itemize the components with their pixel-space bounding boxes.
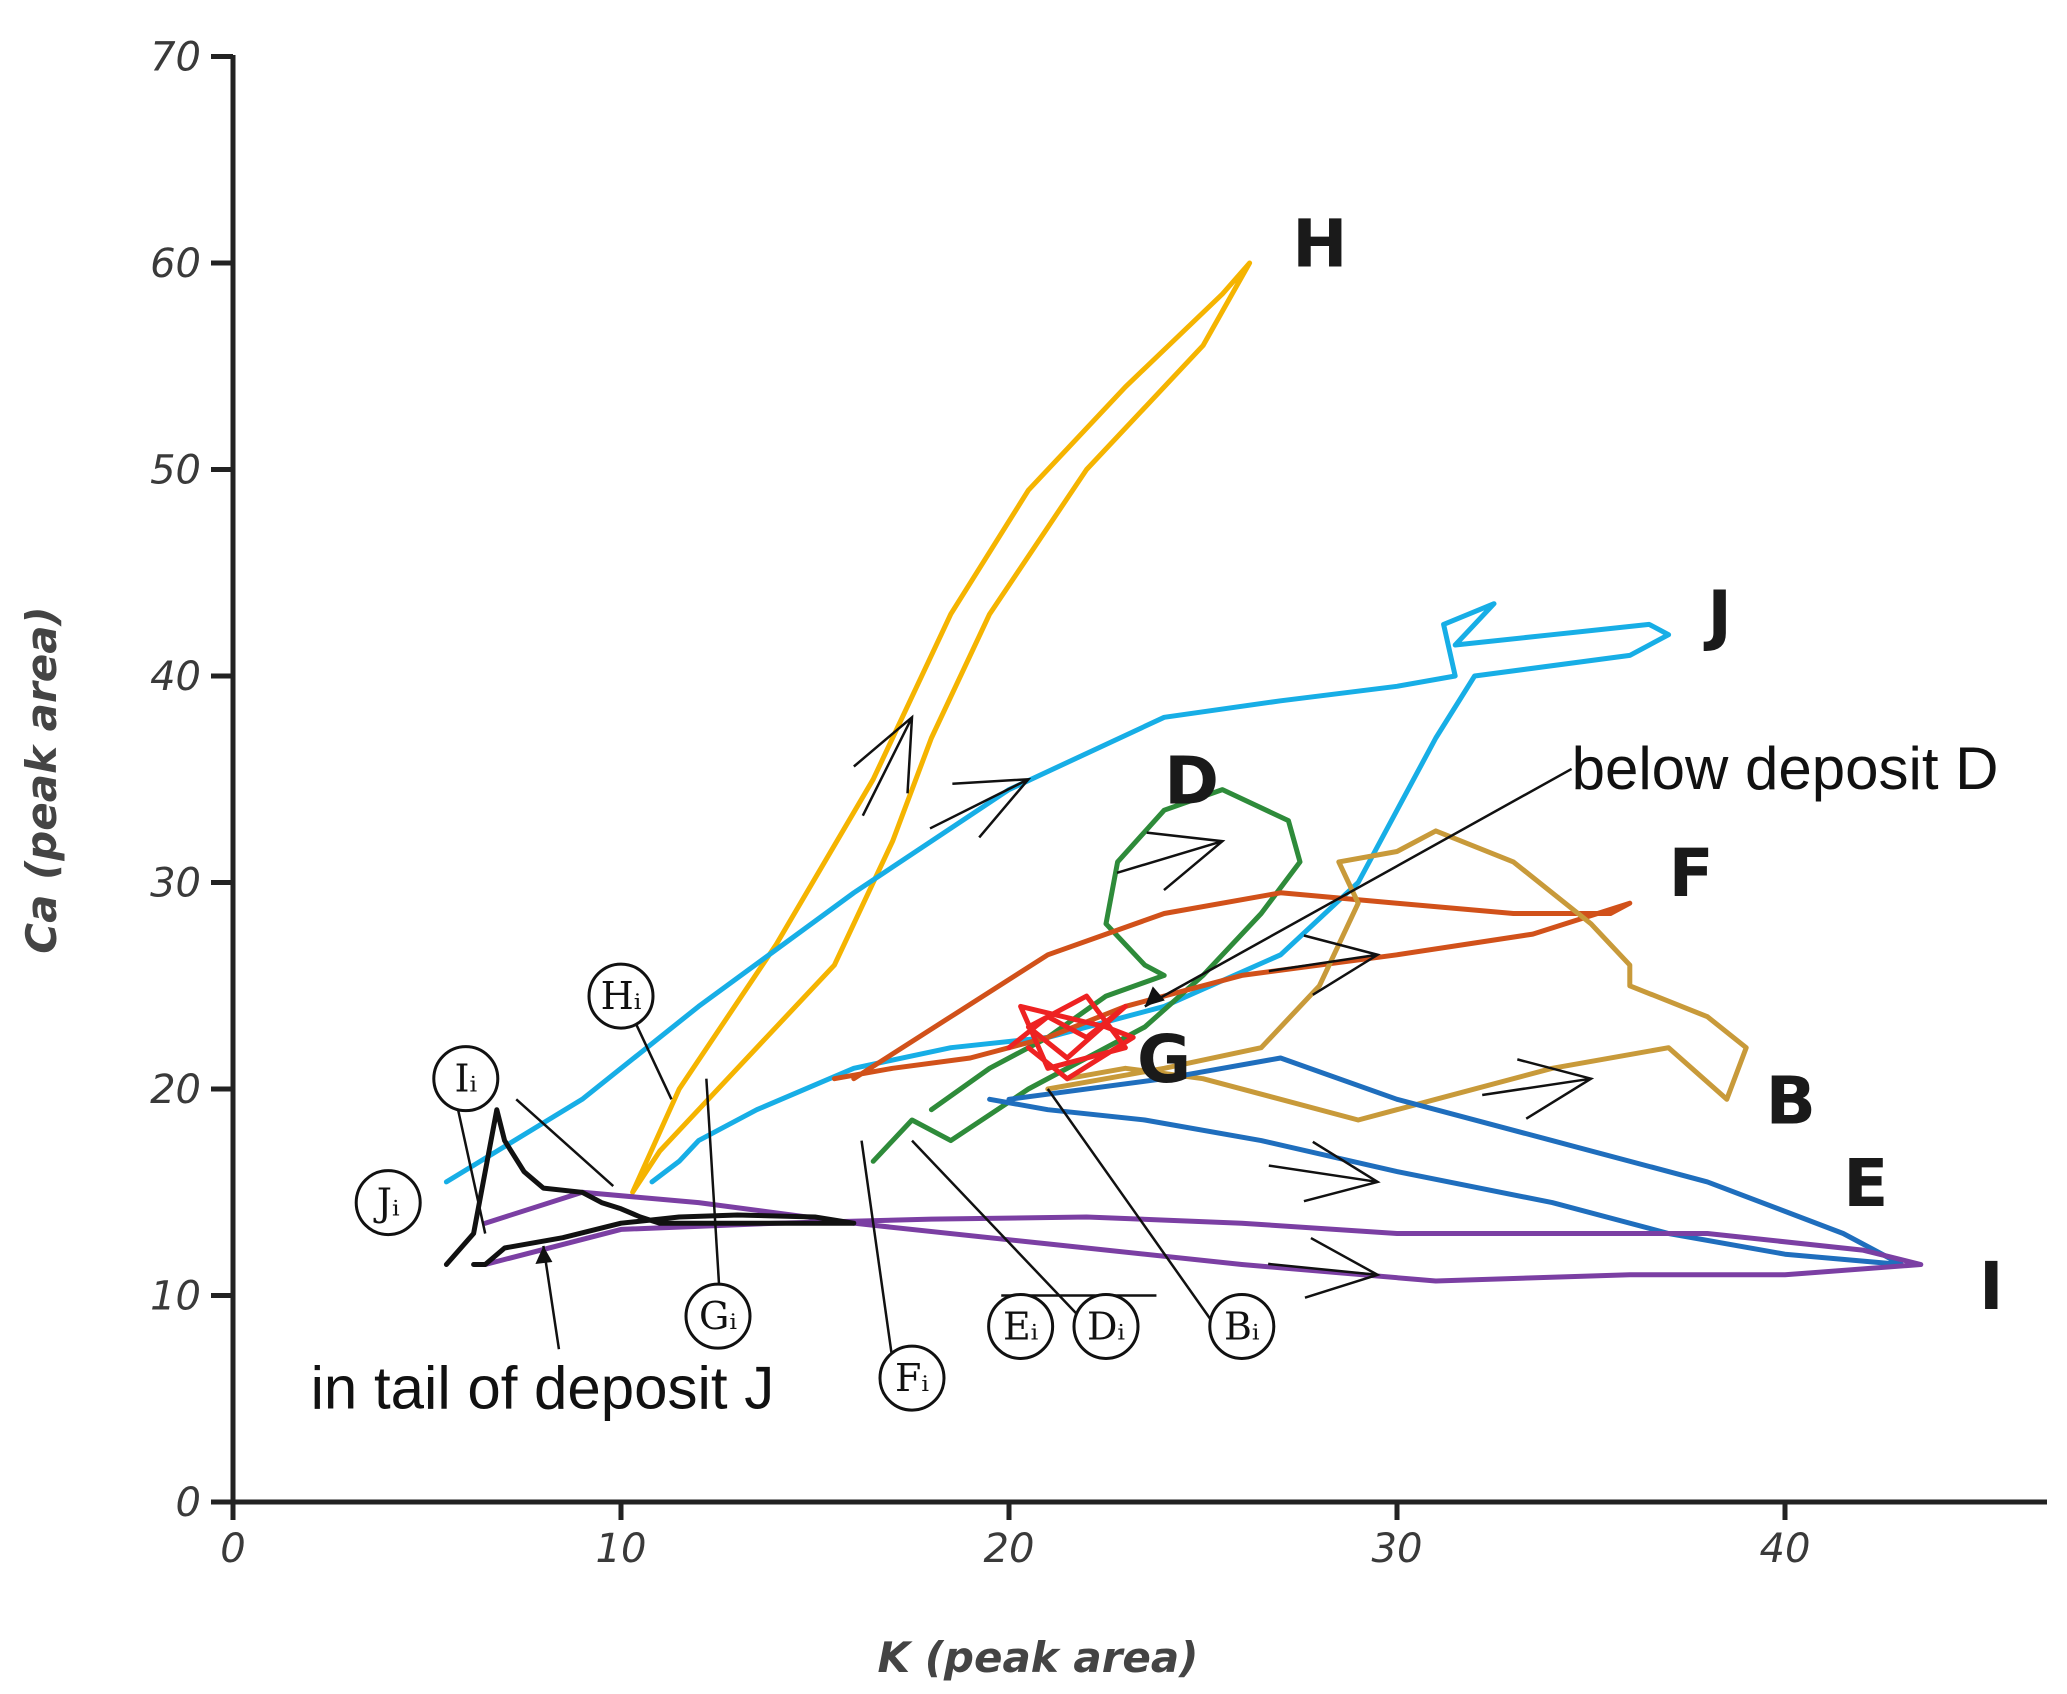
tail-arrowhead	[535, 1245, 553, 1264]
x-tick-label: 10	[596, 1526, 647, 1572]
direction-arrow	[1482, 1058, 1595, 1120]
initial-label-text: Hᵢ	[601, 974, 642, 1018]
y-tick-label: 0	[176, 1480, 201, 1526]
below-d-arrowhead	[1144, 986, 1165, 1007]
initial-label-text: Jᵢ	[373, 1181, 400, 1225]
series-label-h: H	[1292, 205, 1347, 282]
series-d-line	[870, 787, 1303, 1164]
initial-point-labels: Hᵢ Iᵢ Jᵢ Gᵢ Fᵢ Eᵢ Dᵢ Bᵢ	[354, 962, 1276, 1412]
y-tick-label: 30	[150, 861, 201, 907]
initial-label-circle	[587, 962, 655, 1030]
leader-line	[911, 1139, 1080, 1318]
initial-label-circle	[1208, 1292, 1276, 1360]
y-tick-label: 10	[150, 1274, 201, 1320]
leader-line	[631, 1016, 673, 1100]
tail-leader-line	[542, 1245, 561, 1350]
series-f-line	[831, 890, 1633, 1082]
series-g-line	[1006, 993, 1136, 1082]
series-i-line	[482, 1189, 1924, 1284]
initial-label-circle	[1072, 1292, 1140, 1360]
initial-label-text: Eᵢ	[1003, 1304, 1039, 1348]
initial-label-text: Gᵢ	[699, 1294, 737, 1338]
y-axis-title: Ca (peak area)	[17, 606, 66, 954]
series-label-e: E	[1843, 1145, 1888, 1222]
series-j-line	[443, 601, 1672, 1185]
initial-label-text: Iᵢ	[454, 1057, 477, 1101]
leader-line	[860, 1140, 898, 1389]
y-tick-label: 20	[150, 1067, 201, 1113]
leader-line	[1144, 767, 1573, 1008]
axes	[230, 55, 2047, 1505]
leader-line	[1046, 1088, 1220, 1332]
y-tick-label: 40	[150, 654, 201, 700]
annotation-text: in tail of deposit J	[311, 1354, 775, 1421]
initial-label-circle	[987, 1292, 1055, 1360]
annotations: below deposit D in tail of deposit J	[311, 735, 1999, 1422]
x-axis-title: K (peak area)	[878, 1633, 1199, 1682]
series-traces	[443, 260, 1924, 1284]
series-label-j: J	[1703, 577, 1732, 654]
series-h-line	[630, 260, 1253, 1195]
series-deposit-j-tail-line	[443, 1107, 857, 1267]
x-tick-label: 40	[1760, 1526, 1811, 1572]
leader-line	[456, 1109, 487, 1234]
x-tick-label: 30	[1372, 1526, 1423, 1572]
direction-arrow	[1268, 934, 1381, 996]
series-labels: H J D F G BE I	[1137, 205, 2004, 1325]
direction-arrow	[1268, 1236, 1381, 1299]
x-ticks: 0 10 20 30 40	[220, 1502, 1810, 1572]
y-tick-label: 60	[150, 241, 201, 287]
initial-label-text: Dᵢ	[1087, 1304, 1125, 1348]
y-tick-label: 70	[150, 35, 201, 81]
initial-label-circle	[354, 1169, 422, 1237]
series-label-f: F	[1669, 835, 1714, 912]
initial-label-circle	[878, 1344, 946, 1412]
series-e-line	[987, 1055, 1904, 1267]
initial-label-text: Fᵢ	[895, 1356, 929, 1400]
direction-arrow	[1116, 831, 1226, 892]
x-tick-label: 0	[220, 1526, 245, 1572]
series-label-g: G	[1137, 1021, 1191, 1098]
series-b-line	[1045, 828, 1749, 1123]
direction-arrow	[853, 714, 914, 817]
y-tick-label: 50	[150, 448, 201, 494]
x-tick-label: 20	[984, 1526, 1035, 1572]
direction-arrows	[853, 714, 1595, 1299]
direction-arrow	[1268, 1140, 1381, 1203]
y-ticks: 0 10 20 30 40 50 60 70	[150, 35, 233, 1526]
series-label-i: I	[1979, 1248, 2004, 1325]
series-label-d: D	[1164, 742, 1219, 819]
series-label-b: B	[1766, 1062, 1816, 1139]
direction-arrow	[929, 777, 1032, 839]
initial-label-text: Bᵢ	[1224, 1304, 1260, 1348]
leader-line	[515, 1098, 615, 1187]
initial-label-circle	[684, 1282, 752, 1350]
annotation-text: below deposit D	[1572, 735, 1999, 802]
initial-label-circle	[432, 1045, 500, 1113]
